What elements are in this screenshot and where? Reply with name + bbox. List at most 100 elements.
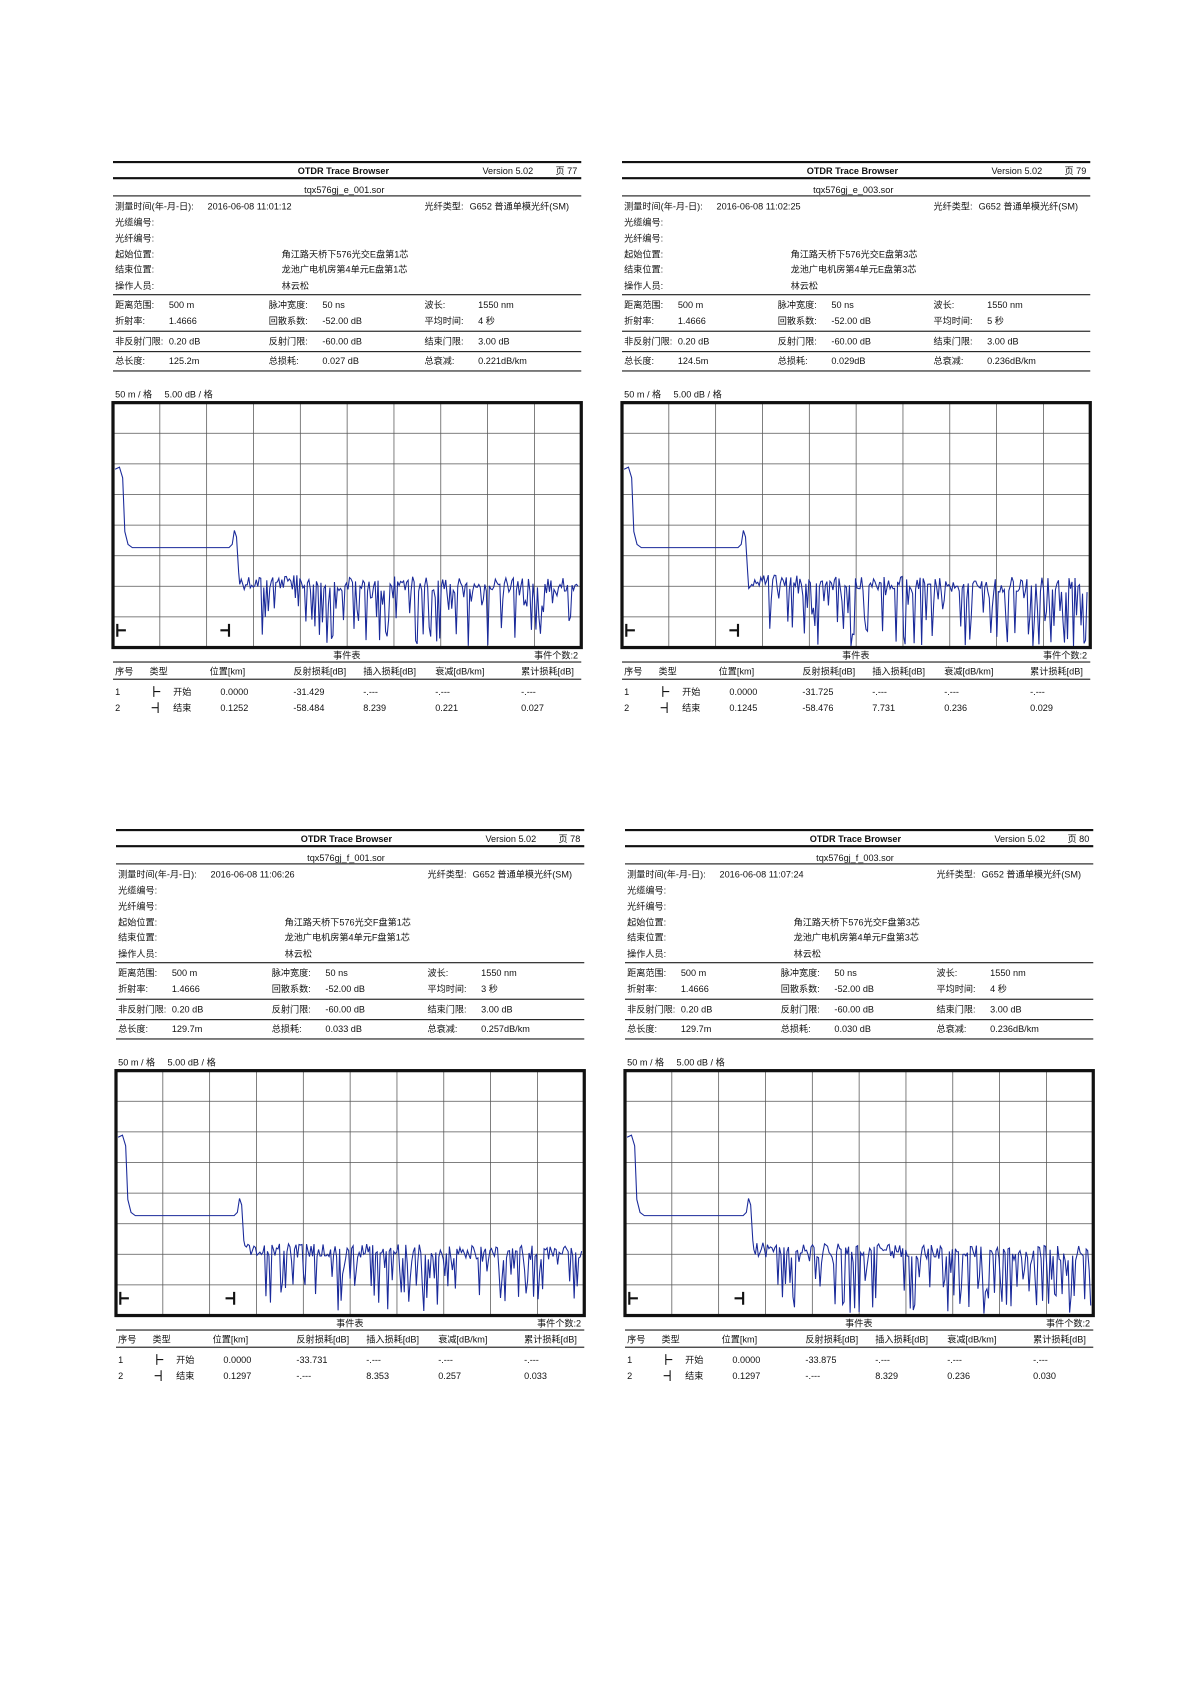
icon (662, 686, 670, 697)
table-header: 插入损耗[dB] (363, 665, 417, 677)
rule (625, 1346, 1094, 1348)
table-header: 位置[km] (718, 665, 755, 677)
param-label: 总长度: (624, 355, 655, 367)
param-label: 回散系数: (271, 983, 311, 995)
info-value: 龙池广电机房第4单元F盘第1芯 (284, 932, 410, 943)
info-value: 2016-06-08 11:01:12 (207, 200, 292, 212)
rule (113, 195, 582, 197)
table-header: 反射损耗[dB] (805, 1333, 859, 1345)
chart-frame (623, 1069, 1095, 1318)
info-value: 龙池广电机房第4单元E盘第3芯 (790, 264, 917, 275)
param-value: 0.20 dB (680, 1004, 713, 1015)
param-label: 波长: (427, 967, 449, 979)
info-label: 光缆编号: (118, 884, 158, 896)
info-value: 林云松 (793, 948, 822, 959)
param-value: 129.7m (171, 1023, 203, 1035)
info-value: 林云松 (284, 948, 313, 959)
info-value: 林云松 (281, 280, 310, 291)
app-title: OTDR Trace Browser (809, 833, 902, 845)
icon (154, 1370, 162, 1382)
table-cell: -.--- (435, 686, 450, 697)
param-label: 非反射门限: (627, 1004, 676, 1015)
param-label: 波长: (424, 299, 446, 311)
table-cell: 0.030 (1033, 1370, 1056, 1382)
table-cell: -.--- (947, 1354, 962, 1365)
otdr-report: OTDR Trace Browser Version 5.02 页 80 tqx576… (623, 829, 1095, 1387)
param-label: 结束门限: (427, 1004, 467, 1015)
table-cell: 2 (627, 1370, 633, 1382)
event-type-icon (665, 1354, 673, 1365)
icon (660, 702, 668, 714)
param-label: 平均时间: (936, 983, 976, 995)
table-header: 衰减[dB/km] (944, 665, 994, 677)
table-cell: -.--- (805, 1370, 821, 1382)
info-value: 角江路天桥下576光交E盘第1芯 (281, 249, 409, 260)
fiber-value: G652 普通单模光纤(SM) (472, 868, 572, 880)
event-type-icon (156, 1354, 164, 1365)
param-value: 3.00 dB (481, 1004, 513, 1015)
table-cell: 开始 (682, 686, 701, 697)
event-marker (220, 623, 231, 637)
param-label: 距离范围: (624, 299, 664, 311)
info-label: 起始位置: (115, 249, 155, 260)
table-header: 类型 (661, 1333, 680, 1345)
table-cell: 2 (115, 702, 121, 714)
app-title: OTDR Trace Browser (806, 165, 899, 177)
table-cell: 0.236 (947, 1370, 971, 1382)
info-value: 2016-06-08 11:06:26 (210, 868, 295, 880)
info-label: 光纤编号: (118, 900, 158, 912)
table-cell: 0.0000 (729, 686, 758, 697)
param-label: 折射率: (624, 315, 655, 327)
info-label: 起始位置: (118, 917, 158, 928)
info-label: 光缆编号: (115, 216, 155, 228)
param-label: 平均时间: (933, 315, 973, 327)
otdr-trace-chart (111, 401, 583, 650)
param-label: 总衰减: (933, 355, 964, 367)
info-value: 角江路天桥下576光交F盘第3芯 (793, 917, 920, 928)
param-value: 500 m (680, 967, 707, 979)
events-count: 事件个数:2 (537, 1317, 582, 1329)
file-name: tqx576gj_f_001.sor (307, 852, 385, 864)
param-value: -60.00 dB (325, 1004, 366, 1015)
info-label: 起始位置: (624, 249, 664, 260)
param-value: 1550 nm (478, 299, 514, 311)
scale-y: 5.00 dB / 格 (167, 1056, 216, 1068)
fiber-label: 光纤类型: (427, 868, 467, 880)
table-header: 序号 (627, 1333, 646, 1345)
table-cell: 结束 (682, 702, 701, 714)
table-cell: -.--- (1030, 686, 1045, 697)
param-value: -60.00 dB (322, 336, 363, 347)
event-type-icon (660, 702, 668, 714)
version: Version 5.02 (482, 165, 534, 177)
param-value: 500 m (168, 299, 195, 311)
table-cell: 0.0000 (220, 686, 249, 697)
table-cell: -.--- (366, 1354, 381, 1365)
param-label: 波长: (933, 299, 955, 311)
table-cell: 开始 (173, 686, 192, 697)
table-cell: 结束 (685, 1370, 704, 1382)
param-label: 平均时间: (427, 983, 467, 995)
param-label: 距离范围: (627, 967, 667, 979)
table-header: 反射损耗[dB] (293, 665, 347, 677)
param-label: 总损耗: (268, 355, 299, 367)
table-cell: -.--- (524, 1354, 539, 1365)
table-cell: 8.329 (875, 1370, 899, 1382)
param-label: 结束门限: (933, 336, 973, 347)
rule (116, 1019, 585, 1021)
info-value: 林云松 (790, 280, 819, 291)
scale-x: 50 m / 格 (624, 388, 662, 400)
param-label: 反射门限: (780, 1004, 820, 1015)
event-type-icon (663, 1370, 671, 1382)
trace (117, 1134, 583, 1312)
rule (625, 1329, 1094, 1331)
rule (116, 1346, 585, 1348)
table-cell: 8.353 (366, 1370, 390, 1382)
table-header: 衰减[dB/km] (435, 665, 485, 677)
param-value: 0.236dB/km (987, 355, 1036, 367)
rule (622, 294, 1091, 296)
info-label: 起始位置: (627, 917, 667, 928)
param-label: 反射门限: (268, 336, 308, 347)
grid (116, 1070, 585, 1316)
event-type-icon (154, 1370, 162, 1382)
event-marker (729, 623, 740, 637)
